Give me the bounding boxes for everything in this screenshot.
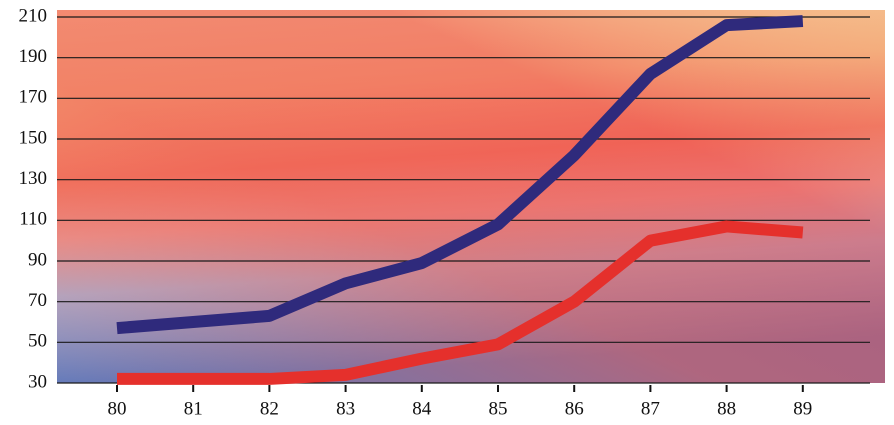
x-tick-label: 81: [184, 398, 203, 419]
y-tick-label: 90: [28, 249, 47, 270]
y-tick-label: 30: [28, 371, 47, 392]
chart: 30 50 70 90 110 130 150 170 190 210 80 81 82 83 84 85 86…: [0, 0, 894, 425]
x-tick-label: 83: [336, 398, 355, 419]
y-tick-label: 70: [28, 290, 47, 311]
x-tick-label: 80: [108, 398, 127, 419]
x-tick-label: 82: [260, 398, 279, 419]
x-tick-label: 88: [717, 398, 736, 419]
y-tick-label: 210: [19, 5, 48, 26]
page: 30 50 70 90 110 130 150 170 190 210 80 81 82 83 84 85 86…: [0, 0, 894, 425]
x-tick-label: 87: [641, 398, 660, 419]
y-tick-label: 170: [19, 87, 48, 108]
y-tick-label: 50: [28, 331, 47, 352]
x-tick-label: 86: [565, 398, 584, 419]
y-tick-label: 110: [19, 209, 47, 230]
y-tick-label: 190: [19, 46, 48, 67]
y-tick-label: 130: [19, 168, 48, 189]
x-tick-label: 85: [489, 398, 508, 419]
x-tick-label: 84: [412, 398, 432, 419]
x-tick-label: 89: [793, 398, 812, 419]
y-tick-label: 150: [19, 127, 48, 148]
